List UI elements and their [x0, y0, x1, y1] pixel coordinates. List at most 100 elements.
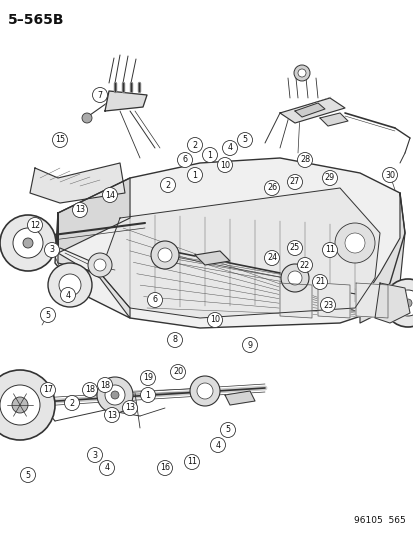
Circle shape [151, 241, 178, 269]
Circle shape [111, 391, 119, 399]
Text: 30: 30 [384, 171, 394, 180]
Polygon shape [355, 283, 387, 318]
Polygon shape [105, 91, 147, 111]
Text: 4: 4 [104, 464, 109, 472]
Polygon shape [100, 188, 379, 318]
Circle shape [382, 167, 396, 182]
Circle shape [44, 243, 59, 257]
Text: 23: 23 [322, 301, 332, 310]
Circle shape [320, 297, 335, 312]
Circle shape [40, 308, 55, 322]
Circle shape [177, 152, 192, 167]
Polygon shape [58, 178, 130, 253]
Text: 16: 16 [159, 464, 170, 472]
Circle shape [242, 337, 257, 352]
Circle shape [21, 467, 36, 482]
Text: 3: 3 [92, 450, 97, 459]
Circle shape [312, 274, 327, 289]
Circle shape [94, 259, 106, 271]
Circle shape [88, 253, 112, 277]
Circle shape [23, 238, 33, 248]
Text: 10: 10 [209, 316, 219, 325]
Circle shape [187, 167, 202, 182]
Text: 24: 24 [266, 254, 276, 262]
Circle shape [0, 385, 40, 425]
Circle shape [0, 215, 56, 271]
Circle shape [237, 133, 252, 148]
Text: 5: 5 [242, 135, 247, 144]
Polygon shape [55, 158, 404, 328]
Circle shape [72, 203, 87, 217]
Polygon shape [294, 103, 324, 117]
Circle shape [102, 188, 117, 203]
Polygon shape [317, 283, 349, 318]
Circle shape [287, 240, 302, 255]
Text: 3: 3 [50, 246, 55, 254]
Polygon shape [279, 283, 311, 318]
Circle shape [0, 370, 55, 440]
Circle shape [105, 385, 125, 405]
Text: 8: 8 [172, 335, 177, 344]
Circle shape [160, 177, 175, 192]
Text: 25: 25 [289, 244, 299, 253]
Text: 2: 2 [69, 399, 74, 408]
Text: 15: 15 [55, 135, 65, 144]
Circle shape [322, 171, 337, 185]
Circle shape [217, 157, 232, 173]
Circle shape [157, 461, 172, 475]
Circle shape [147, 293, 162, 308]
Circle shape [264, 251, 279, 265]
Circle shape [92, 87, 107, 102]
Circle shape [297, 69, 305, 77]
Circle shape [210, 438, 225, 453]
Circle shape [12, 397, 28, 413]
Text: 4: 4 [227, 143, 232, 152]
Circle shape [104, 408, 119, 423]
Text: 12: 12 [30, 221, 40, 230]
Circle shape [122, 400, 137, 416]
Circle shape [167, 333, 182, 348]
Circle shape [334, 223, 374, 263]
Polygon shape [279, 98, 344, 123]
Circle shape [158, 248, 171, 262]
Text: 18: 18 [85, 385, 95, 394]
Circle shape [344, 233, 364, 253]
Polygon shape [359, 193, 404, 323]
Text: 2: 2 [165, 181, 170, 190]
Text: 13: 13 [75, 206, 85, 214]
Circle shape [170, 365, 185, 379]
Text: 7: 7 [97, 91, 102, 100]
Text: 19: 19 [142, 374, 153, 383]
Text: W/O  ABS: W/O ABS [354, 290, 396, 300]
Circle shape [27, 217, 43, 232]
Text: 5–565B: 5–565B [8, 13, 64, 27]
Text: 5: 5 [225, 425, 230, 434]
Circle shape [293, 65, 309, 81]
Text: 27: 27 [289, 177, 299, 187]
Text: 14: 14 [105, 190, 115, 199]
Text: 17: 17 [43, 385, 53, 394]
Text: 11: 11 [187, 457, 197, 466]
Text: 1: 1 [192, 171, 197, 180]
Circle shape [383, 279, 413, 327]
Circle shape [394, 290, 413, 316]
Text: 18: 18 [100, 381, 110, 390]
Circle shape [59, 274, 81, 296]
Circle shape [82, 383, 97, 398]
Circle shape [48, 263, 92, 307]
Text: 22: 22 [299, 261, 309, 270]
Text: 11: 11 [324, 246, 334, 254]
Text: 13: 13 [107, 410, 117, 419]
Text: 28: 28 [299, 156, 309, 165]
Text: 96105  565: 96105 565 [354, 516, 405, 525]
Circle shape [222, 141, 237, 156]
Circle shape [297, 257, 312, 272]
Polygon shape [30, 163, 125, 203]
Text: 1: 1 [145, 391, 150, 400]
Polygon shape [195, 251, 230, 265]
Circle shape [184, 455, 199, 470]
Text: 29: 29 [324, 174, 334, 182]
Circle shape [287, 174, 302, 190]
Circle shape [403, 299, 411, 307]
Polygon shape [58, 213, 130, 318]
